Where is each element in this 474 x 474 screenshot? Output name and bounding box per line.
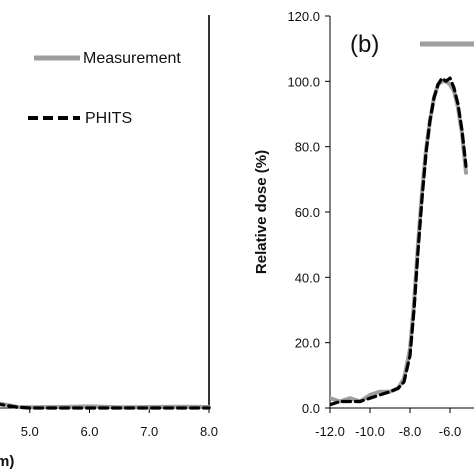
panel-a-x-ticks: 5.0 6.0 7.0 8.0: [21, 408, 218, 439]
legend-measurement-label: Measurement: [83, 50, 181, 67]
panel-b-y-tick-label: 80.0: [295, 140, 320, 155]
panel-b-series-line-phits: [330, 76, 468, 407]
panel-a-legend: Measurement PHITS: [28, 50, 181, 127]
panel-b-x-tick-label: -10.0: [355, 424, 385, 439]
panel-a-x-tick-label: 6.0: [80, 424, 98, 439]
panel-b-y-axis-title: Relative dose (%): [253, 150, 270, 274]
panel-b-x-tick-label: -6.0: [439, 424, 461, 439]
panel-b-series: [330, 76, 468, 407]
panel-b-label: (b): [350, 31, 379, 58]
panel-b-series-line-measurement: [330, 79, 468, 404]
panel-b-x-tick-label: -8.0: [399, 424, 421, 439]
panel-b: 0.0 20.0 40.0 60.0 80.0 100.0 120.0 -12.0 -10.0…: [253, 9, 474, 439]
panel-b-y-ticks: 0.0 20.0 40.0 60.0 80.0 100.0 120.0: [287, 9, 330, 416]
panel-b-x-tick-label: -12.0: [315, 424, 345, 439]
panel-b-y-tick-label: 0.0: [302, 401, 320, 416]
panel-b-y-tick-label: 40.0: [295, 270, 320, 285]
panel-a-x-tick-label: 5.0: [21, 424, 39, 439]
panel-a-series: [0, 401, 211, 410]
panel-a: 5.0 6.0 7.0 8.0 m) Measurement PHITS: [0, 15, 218, 470]
panel-a-x-tick-label: 8.0: [200, 424, 218, 439]
panel-a-x-tick-label: 7.0: [140, 424, 158, 439]
panel-a-series-line-phits: [0, 402, 211, 410]
panel-a-x-axis-title: m): [0, 453, 14, 470]
panel-b-x-ticks: -12.0 -10.0 -8.0 -6.0: [315, 408, 461, 439]
panel-b-y-tick-label: 100.0: [287, 74, 320, 89]
panel-b-y-tick-label: 120.0: [287, 9, 320, 24]
legend-phits-label: PHITS: [85, 110, 132, 127]
panel-b-y-tick-label: 20.0: [295, 336, 320, 351]
panel-b-y-tick-label: 60.0: [295, 205, 320, 220]
